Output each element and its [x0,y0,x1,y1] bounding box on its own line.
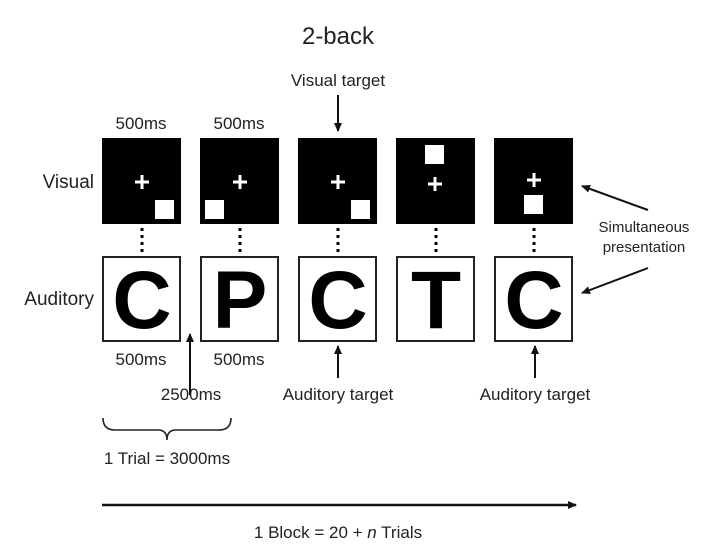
block-label-suffix: Trials [377,523,422,542]
auditory-letter: C [112,255,171,346]
simultaneous-arrow-auditory [581,267,649,294]
visual-row-label: Visual [43,172,94,193]
fixation-cross-icon [527,173,541,187]
trial-3: C [298,138,377,346]
visual-duration-2: 500ms [213,114,264,133]
visual-square-top-center [425,145,444,164]
visual-square-bottom-center [524,195,543,214]
block-label-prefix: 1 Block = 20 + [254,523,367,542]
visual-square-bottom-left [205,200,224,219]
trial-5: C [494,138,573,346]
simultaneous-label-line2: presentation [603,239,686,256]
trial-brace [102,417,232,441]
auditory-row-label: Auditory [24,289,94,310]
trial-duration-label: 1 Trial = 3000ms [104,449,230,468]
block-label-n: n [367,523,376,542]
visual-square-bottom-right [351,200,370,219]
auditory-stimulus-box [200,256,279,342]
visual-duration-1: 500ms [115,114,166,133]
auditory-letter: C [504,255,563,346]
auditory-letter: C [308,255,367,346]
auditory-stimulus-box [396,256,475,342]
auditory-stimulus-box [494,256,573,342]
fixation-cross-icon [135,175,149,189]
auditory-duration-1: 500ms [115,350,166,369]
fixation-cross-icon [233,175,247,189]
visual-square-bottom-right [155,200,174,219]
simultaneous-arrow-visual [581,184,649,211]
interval-label: 2500ms [161,385,221,404]
diagram-title: 2-back [302,23,375,50]
trial-4: T [396,138,475,346]
fixation-cross-icon [428,177,442,191]
auditory-stimulus-box [102,256,181,342]
auditory-duration-2: 500ms [213,350,264,369]
trial-1: C [102,138,181,346]
auditory-target-label-1: Auditory target [283,385,394,404]
fixation-cross-icon [331,175,345,189]
trial-2: P [200,138,279,346]
visual-target-label: Visual target [291,71,385,90]
block-label: 1 Block = 20 + n Trials [254,523,422,542]
auditory-letter: T [411,255,461,346]
simultaneous-label-line1: Simultaneous [599,219,690,236]
auditory-stimulus-box [298,256,377,342]
auditory-letter: P [213,255,268,346]
auditory-target-label-2: Auditory target [480,385,591,404]
